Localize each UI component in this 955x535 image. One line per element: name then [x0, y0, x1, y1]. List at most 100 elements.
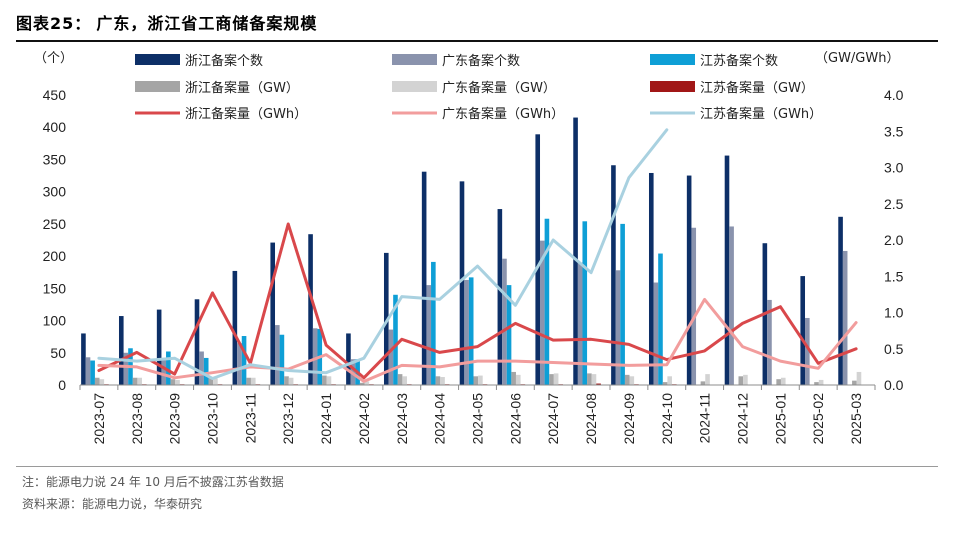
right-axis-tick: 4.0 — [884, 87, 904, 103]
bar-4 — [246, 377, 251, 385]
bar-5 — [629, 376, 635, 385]
x-axis-label: 2023-09 — [167, 393, 183, 445]
bar-1 — [383, 252, 389, 385]
bar-2 — [767, 299, 772, 385]
legend-label: 江苏备案量（GWh） — [700, 106, 822, 122]
bar-1 — [270, 242, 276, 385]
x-axis-label: 2023-12 — [280, 393, 296, 445]
bar-2 — [426, 285, 432, 385]
bar-1 — [838, 216, 843, 385]
bar-3 — [620, 223, 625, 385]
bar-2 — [161, 359, 167, 385]
footer-divider — [16, 466, 938, 467]
bar-2 — [237, 343, 242, 385]
bar-2 — [842, 250, 848, 385]
bar-4 — [322, 375, 327, 385]
line-series-1 — [97, 222, 858, 380]
bar-2 — [805, 317, 810, 385]
bar-2 — [729, 226, 734, 385]
bar-3 — [90, 360, 95, 385]
bar-4 — [511, 371, 516, 385]
legend-swatch — [135, 54, 180, 65]
bar-1 — [459, 181, 465, 385]
bar-1 — [573, 117, 578, 386]
left-axis-tick: 450 — [43, 87, 67, 103]
bar-3 — [279, 334, 285, 385]
bar-3 — [544, 218, 550, 385]
bar-5 — [402, 376, 407, 385]
x-axis-label: 2024-09 — [621, 393, 637, 445]
bar-5 — [175, 379, 180, 385]
bar-2 — [653, 282, 659, 385]
x-axis-label: 2024-12 — [735, 393, 751, 445]
bar-4 — [624, 374, 630, 385]
bar-4 — [435, 376, 441, 385]
bar-1 — [194, 299, 200, 385]
chart-canvas: （个） （GW/GWh） 0 50 100 150 200 250 300 350 400 450 0.… — [34, 51, 904, 445]
bar-2 — [123, 352, 129, 385]
left-axis-tick: 50 — [50, 345, 66, 361]
bar-5 — [288, 377, 294, 385]
bar-1 — [611, 165, 616, 385]
x-axis-label: 2023-07 — [91, 393, 107, 445]
x-axis-label: 2024-11 — [697, 393, 713, 444]
bar-4 — [208, 377, 214, 385]
x-axis-label: 2025-02 — [810, 393, 826, 445]
left-axis-tick: 0 — [58, 377, 66, 393]
bar-1 — [232, 270, 238, 385]
left-axis-tick: 400 — [43, 119, 67, 135]
x-axis-label: 2024-10 — [659, 393, 675, 445]
bar-5 — [705, 374, 710, 385]
bar-5 — [478, 375, 483, 385]
bar-4 — [94, 377, 100, 385]
legend-label: 广东备案量（GW） — [442, 80, 556, 96]
bar-4 — [700, 381, 706, 385]
bar-5 — [818, 379, 824, 385]
bar-6 — [596, 383, 601, 385]
x-axis-label: 2023-08 — [129, 393, 145, 445]
bar-2 — [312, 328, 318, 385]
bar-4 — [359, 382, 365, 385]
bar-5 — [780, 377, 786, 385]
bar-1 — [686, 175, 692, 385]
right-axis-tick: 2.0 — [884, 232, 904, 248]
left-axis-tick: 350 — [43, 151, 67, 167]
x-axis-label: 2024-03 — [394, 393, 410, 445]
right-axis-tick: 3.0 — [884, 160, 904, 176]
left-axis-tick: 200 — [43, 248, 67, 264]
bar-5 — [137, 377, 142, 385]
x-axis-label: 2024-01 — [318, 393, 334, 445]
bar-4 — [473, 376, 479, 385]
bar-2 — [464, 279, 469, 385]
bar-1 — [497, 209, 503, 385]
bar-5 — [553, 373, 559, 385]
right-axis-tick: 0.5 — [884, 341, 904, 357]
bar-4 — [284, 376, 289, 385]
bar-2 — [199, 351, 204, 385]
bar-5 — [213, 378, 218, 385]
left-axis-tick: 300 — [43, 184, 67, 200]
bar-5 — [364, 381, 370, 385]
bar-3 — [203, 357, 209, 385]
bar-3 — [468, 277, 474, 385]
legend-label: 江苏备案量（GW） — [700, 80, 814, 96]
bar-1 — [156, 309, 162, 385]
bar-1 — [118, 316, 124, 385]
bar-3 — [393, 294, 398, 385]
legend-swatch — [650, 54, 695, 65]
bar-1 — [81, 333, 86, 385]
bar-3 — [431, 261, 436, 385]
left-axis-tick: 100 — [43, 313, 67, 329]
legend-label: 江苏备案个数 — [700, 53, 778, 69]
legend-label: 浙江备案个数 — [185, 53, 263, 69]
legend-label: 浙江备案量（GWh） — [185, 106, 307, 122]
bar-4 — [776, 379, 781, 385]
bar-4 — [738, 376, 744, 385]
source-note: 资料来源：能源电力说，华泰研究 — [22, 497, 203, 511]
bar-2 — [691, 227, 697, 385]
right-axis-tick: 0.0 — [884, 377, 904, 393]
legend-label: 广东备案量（GWh） — [442, 106, 564, 122]
chart-title: 广东，浙江省工商储备案规模 — [96, 14, 318, 33]
x-axis-label: 2025-03 — [848, 393, 864, 445]
bar-5 — [743, 374, 748, 385]
